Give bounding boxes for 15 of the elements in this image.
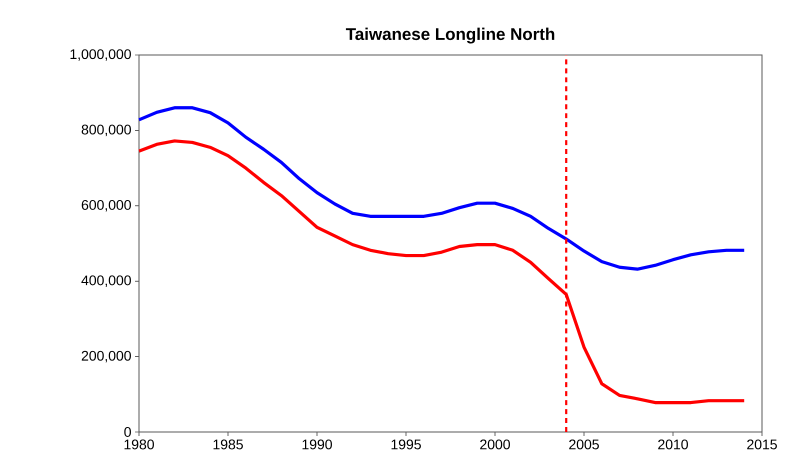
x-tick-label: 1990: [302, 439, 332, 450]
x-tick-label: 2010: [658, 439, 688, 450]
x-tick-label: 2015: [747, 439, 777, 450]
y-tick-label: 800,000: [82, 124, 131, 136]
y-tick-label: 1,000,000: [70, 49, 131, 61]
y-tick-label: 0: [124, 427, 131, 437]
y-tick-label: 400,000: [81, 275, 131, 287]
x-tick-label: 1980: [124, 439, 154, 450]
chart-title: Taiwanese Longline North: [346, 28, 554, 44]
x-tick-label: 1985: [214, 439, 243, 450]
x-tick-label: 2000: [480, 439, 510, 450]
y-tick-label: 200,000: [82, 350, 131, 362]
x-tick-label: 2005: [569, 439, 599, 450]
x-tick-label: 1995: [392, 439, 421, 450]
y-tick-label: 600,000: [82, 200, 131, 212]
